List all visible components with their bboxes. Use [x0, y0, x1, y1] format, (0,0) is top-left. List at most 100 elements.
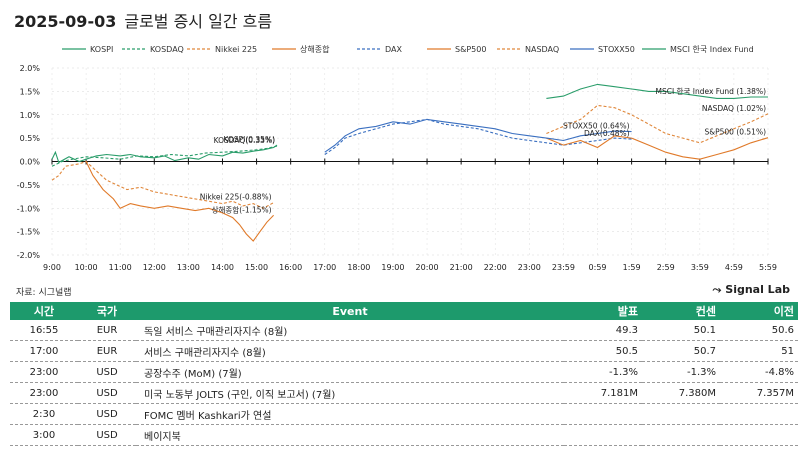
chart-legend: KOSPI KOSDAQ Nikkei 225 상해종합 DAX S&P500 NASDAQ… [62, 44, 754, 54]
title-text: 글로벌 증시 일간 흐름 [124, 12, 273, 31]
x-tick-label: 18:00 [347, 263, 370, 272]
x-tick-label: 15:00 [245, 263, 268, 272]
x-tick-label: 19:00 [381, 263, 404, 272]
legend-label: 상해종합 [300, 44, 330, 54]
x-tick-label: 11:00 [109, 263, 132, 272]
event-country: USD [78, 382, 136, 404]
table-header-row: 시간 국가 Event 발표 컨센 이전 [10, 302, 798, 320]
legend-label: S&P500 [455, 45, 486, 54]
y-tick-label: 0.0% [20, 158, 41, 167]
x-tick-label: 23:59 [552, 263, 575, 272]
event-consensus [642, 424, 720, 446]
legend-label: Nikkei 225 [215, 45, 257, 54]
event-consensus: 7.380M [642, 382, 720, 404]
y-tick-label: 0.5% [20, 134, 41, 143]
series-end-label: NASDAQ (1.02%) [702, 104, 766, 113]
x-tick-label: 3:59 [691, 263, 709, 272]
column-header-event: Event [136, 302, 564, 320]
series-end-label: STOXX50 (0.64%) [563, 122, 630, 131]
series-line [546, 83, 768, 99]
event-time: 2:30 [10, 403, 78, 425]
series-end-label: KOSPI(0.35%) [223, 135, 275, 144]
column-header-consensus: 컨센 [642, 302, 720, 320]
y-tick-label: -1.0% [17, 204, 41, 213]
legend-label: STOXX50 [598, 45, 635, 54]
y-tick-label: -2.0% [17, 251, 41, 260]
series-line [85, 161, 274, 242]
economic-events-table: 시간 국가 Event 발표 컨센 이전 16:55 EUR 독일 서비스 구매관리… [10, 302, 798, 446]
table-row: 3:00 USD 베이지북 [10, 424, 798, 446]
event-country: EUR [78, 320, 136, 341]
x-axis-ticks: 9:00 10:00 11:00 12:00 13:00 14:00 15:00 16:00 1… [43, 158, 777, 272]
legend-label: KOSDAQ [150, 45, 184, 54]
event-name: 공장수주 (MoM) (7월) [136, 361, 564, 383]
series-end-label: S&P500 (0.51%) [704, 128, 766, 137]
column-header-previous: 이전 [720, 302, 798, 320]
x-tick-label: 12:00 [143, 263, 166, 272]
series-line [51, 160, 274, 209]
event-time: 23:00 [10, 382, 78, 404]
event-consensus [642, 403, 720, 425]
series-end-label: MSCI 한국 Index Fund (1.38%) [655, 87, 766, 96]
x-tick-label: 17:00 [313, 263, 336, 272]
source-note: 자료: 시그널랩 [16, 288, 72, 298]
page-title: 2025-09-03 글로벌 증시 일간 흐름 [14, 8, 272, 32]
chart-grid [51, 67, 769, 256]
event-name: 베이지북 [136, 424, 564, 446]
event-consensus: -1.3% [642, 361, 720, 383]
event-time: 17:00 [10, 340, 78, 362]
signal-icon: ⤳ [712, 283, 722, 296]
x-tick-label: 16:00 [279, 263, 302, 272]
x-tick-label: 4:59 [725, 263, 743, 272]
event-consensus: 50.1 [642, 320, 720, 341]
event-name: FOMC 멤버 Kashkari가 연설 [136, 403, 564, 425]
event-previous [720, 424, 798, 446]
legend-label: KOSPI [90, 45, 113, 54]
event-actual: -1.3% [564, 361, 642, 383]
event-previous: 51 [720, 340, 798, 362]
event-previous: -4.8% [720, 361, 798, 383]
event-actual: 49.3 [564, 320, 642, 341]
table-row: 23:00 USD 미국 노동부 JOLTS (구인, 이직 보고서) (7월) 7.… [10, 382, 798, 404]
table-row: 2:30 USD FOMC 멤버 Kashkari가 연설 [10, 403, 798, 425]
column-header-country: 국가 [78, 302, 136, 320]
series-line [324, 118, 632, 153]
event-time: 23:00 [10, 361, 78, 383]
series-end-label: 상해종합(-1.15%) [212, 204, 272, 214]
event-actual [564, 424, 642, 446]
table-row: 17:00 EUR 서비스 구매관리자지수 (8월) 50.5 50.7 51 [10, 340, 798, 362]
x-tick-label: 23:00 [518, 263, 541, 272]
y-tick-label: 1.5% [20, 87, 41, 96]
series-end-labels: KOSPI(0.35%)KOSDAQ(0.33%) Nikkei 225(-0.8… [200, 87, 766, 214]
event-country: USD [78, 403, 136, 425]
brand-name: Signal Lab [725, 283, 790, 296]
x-tick-label: 10:00 [75, 263, 98, 272]
series-line [51, 145, 278, 167]
x-tick-label: 1:59 [623, 263, 641, 272]
series-end-label: KOSDAQ(0.33%) [214, 136, 275, 145]
event-time: 16:55 [10, 320, 78, 341]
title-date: 2025-09-03 [14, 12, 117, 31]
line-chart: KOSPI KOSDAQ Nikkei 225 상해종합 DAX S&P500 NASDAQ… [17, 44, 777, 272]
table-row: 23:00 USD 공장수주 (MoM) (7월) -1.3% -1.3% -4.8% [10, 361, 798, 383]
x-tick-label: 0:59 [589, 263, 607, 272]
event-name: 독일 서비스 구매관리자지수 (8월) [136, 320, 564, 341]
y-tick-label: 1.0% [20, 111, 41, 120]
event-country: USD [78, 424, 136, 446]
x-tick-label: 2:59 [657, 263, 675, 272]
event-actual: 50.5 [564, 340, 642, 362]
event-previous: 7.357M [720, 382, 798, 404]
column-header-time: 시간 [10, 302, 78, 320]
x-tick-label: 14:00 [211, 263, 234, 272]
event-country: EUR [78, 340, 136, 362]
brand-logo: ⤳ Signal Lab [712, 283, 790, 297]
event-previous: 50.6 [720, 320, 798, 341]
event-country: USD [78, 361, 136, 383]
series-end-label: DAX(0.48%) [584, 129, 630, 138]
event-time: 3:00 [10, 424, 78, 446]
y-tick-label: 2.0% [20, 64, 41, 73]
column-header-actual: 발표 [564, 302, 642, 320]
table-row: 16:55 EUR 독일 서비스 구매관리자지수 (8월) 49.3 50.1 50.6 [10, 320, 798, 341]
event-actual [564, 403, 642, 425]
event-name: 서비스 구매관리자지수 (8월) [136, 340, 564, 362]
